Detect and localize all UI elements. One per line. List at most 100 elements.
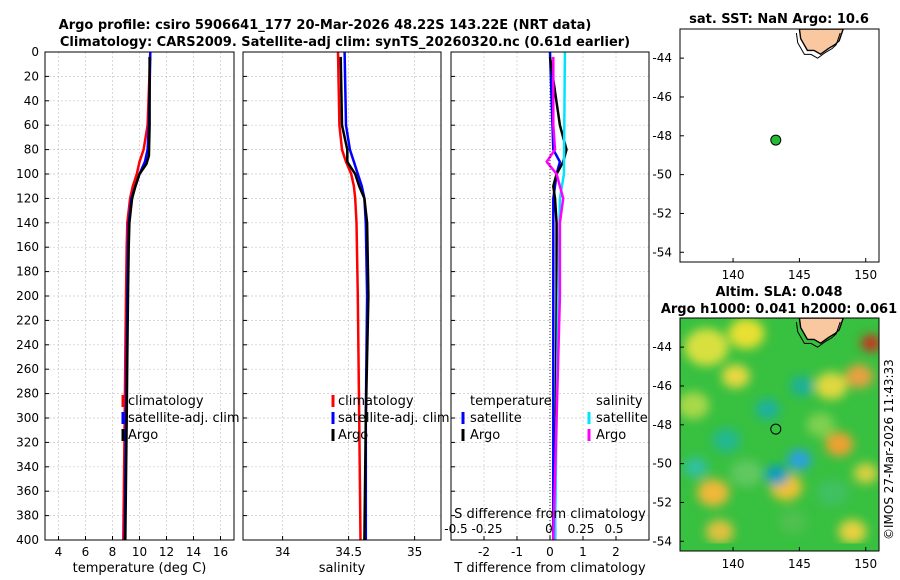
y-tick-label: 300 [16,411,39,425]
series-group-temperature [122,52,152,540]
x-tick-label: 1 [579,545,587,559]
y-tick-label: 120 [16,191,39,205]
y-tick-label: 100 [16,167,39,181]
y-tick-label: -54 [652,245,672,259]
salinity-diff-tick: 0 [545,522,553,536]
sla-blob [721,364,750,389]
x-tick-label: -2 [478,545,490,559]
x-tick-label: 35 [407,545,422,559]
y-tick-label: 280 [16,387,39,401]
x-tick-label: 145 [788,557,811,571]
x-tick-label: 6 [82,545,90,559]
x-axis-label: salinity [319,561,366,576]
sla-blob [684,328,729,366]
map-panel-sst_map: 140 145 150 -44 -46 -48 -50 -52 -54 [652,28,880,282]
y-tick-label: -50 [652,457,672,471]
x-tick-label: 145 [788,268,811,282]
profile-panel-temperature: 4 6 8 10 12 14 1602040608010012014016018020022… [16,45,235,576]
x-tick-label: 34 [275,545,290,559]
sla-blob [680,391,710,419]
title-line-2: Climatology: CARS2009. Satellite-adj cli… [60,35,630,50]
legend-group-label: temperature [470,394,552,409]
series-line-temperature-satellite [548,52,562,540]
tasmania-landmass [798,318,844,345]
salinity-diff-label: S difference from climatology [454,507,646,522]
x-tick-label: 12 [159,545,174,559]
y-tick-label: 80 [24,143,39,157]
legend-difference: temperature salinity satellite satellite Arg… [461,394,648,443]
y-tick-label: -48 [652,418,672,432]
x-axis-label: temperature (deg C) [73,561,207,576]
sla-blob [816,479,849,507]
y-tick-label: 200 [16,289,39,303]
sla-blob [815,372,848,400]
y-tick-label: -44 [652,340,672,354]
y-tick-label: 220 [16,313,39,327]
x-tick-label: 34.5 [335,545,362,559]
y-tick-label: -52 [652,206,672,220]
legend-entry: Argo [338,428,368,443]
coastline-contour [795,32,841,59]
series-group-salinity [336,52,370,540]
sla-blob [712,428,741,453]
series-group-difference [545,52,568,540]
sla-blob [705,519,734,544]
series-line-climatology [336,52,362,540]
legend-entry: Argo [470,428,500,443]
legend-entry: satellite-adj. clim [338,411,450,426]
sla-blob [853,463,878,484]
y-tick-label: 340 [16,460,39,474]
legend-entry: Argo [128,428,158,443]
sla-blob [790,375,815,397]
x-tick-label: 4 [55,545,63,559]
sla-blob [764,465,789,486]
x-tick-label: 150 [854,557,877,571]
legend-entry: climatology [128,394,204,409]
x-tick-label: 140 [722,268,745,282]
sla-anomalies [680,318,879,544]
y-tick-label: 260 [16,362,39,376]
legend-entry: satellite-adj. clim [128,411,240,426]
y-tick-label: 140 [16,216,39,230]
y-tick-label: -50 [652,168,672,182]
copyright-footer: ©IMOS 27-Mar-2026 11:43:33 [882,359,896,540]
y-tick-label: -48 [652,129,672,143]
series-line-climatology [122,52,152,540]
y-tick-label: 380 [16,509,39,523]
series-line-salinity-argo [545,56,565,540]
y-tick-label: 180 [16,265,39,279]
y-tick-label: 40 [24,94,39,108]
y-tick-label: -52 [652,495,672,509]
y-tick-label: 320 [16,435,39,449]
axes-frame [242,51,442,541]
sla-blob [755,399,780,420]
sla-blob [845,364,874,389]
y-tick-label: 0 [31,45,39,59]
map-panel-sla_map: 140 145 150 -44 -46 -48 -50 -52 -54 [652,317,880,571]
legend-entry: satellite [596,411,648,426]
y-tick-label: 400 [16,533,39,547]
x-tick-label: 140 [722,557,745,571]
y-tick-label: -44 [652,51,672,65]
x-tick-label: 14 [186,545,201,559]
x-tick-label: 8 [109,545,117,559]
profile-panel-salinity: 34 34.5 35 salinity [242,51,442,576]
sla-map-title-1: Altim. SLA: 0.048 [716,285,843,300]
sla-blob [806,412,835,437]
salinity-diff-tick: -0.25 [471,522,502,536]
sla-blob [730,459,763,487]
y-tick-label: 360 [16,484,39,498]
sst-map-title: sat. SST: NaN Argo: 10.6 [689,12,869,27]
sla-blob [838,519,867,544]
sla-blob [683,457,708,478]
sla-map-title-2: Argo h1000: 0.041 h2000: 0.061 [661,302,897,317]
sla-blob [697,479,730,507]
legend: climatology satellite-adj. clim Argo [331,394,450,443]
y-tick-label: -46 [652,379,672,393]
legend: climatology satellite-adj. clim Argo [121,394,240,443]
x-tick-label: 10 [132,545,147,559]
argo-location-marker [770,423,782,435]
map-content [795,29,844,59]
salinity-diff-tick: 0.25 [568,522,595,536]
